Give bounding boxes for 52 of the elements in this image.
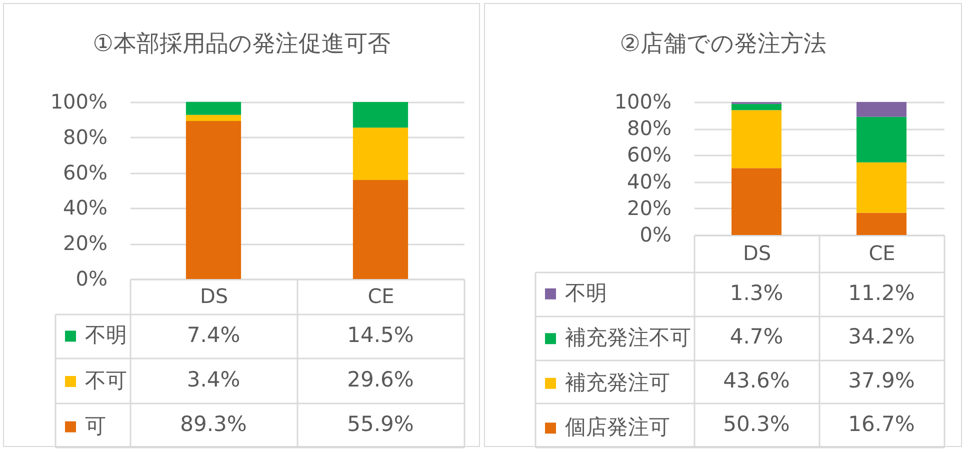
x-tick-label: CE — [368, 284, 394, 308]
y-tick-label: 0% — [76, 266, 108, 290]
legend-label: 可 — [85, 414, 106, 438]
legend-label: 個店発注可 — [565, 415, 670, 440]
bar — [352, 180, 408, 279]
bar — [732, 110, 782, 168]
data-label: 3.4% — [186, 367, 240, 392]
x-tick-label: DS — [742, 241, 772, 265]
y-tick-label: 40% — [627, 169, 672, 194]
y-tick-label: 40% — [63, 196, 108, 220]
bar — [732, 104, 782, 110]
bar — [856, 212, 906, 235]
bar — [186, 102, 242, 115]
y-tick-label: 60% — [627, 142, 672, 167]
x-tick-label: CE — [868, 241, 896, 265]
bar — [186, 120, 242, 279]
bar — [732, 168, 782, 235]
data-label: 50.3% — [723, 412, 790, 436]
y-tick-label: 80% — [627, 116, 672, 140]
data-label: 37.9% — [848, 368, 915, 392]
y-tick-label: 100% — [50, 90, 108, 114]
y-tick-label: 20% — [627, 196, 672, 220]
y-tick-label: 0% — [640, 222, 672, 246]
y-tick-label: 60% — [63, 160, 108, 184]
data-label: 34.2% — [848, 324, 915, 349]
chart-title: ②店舗での発注方法 — [618, 31, 828, 57]
x-tick-label: DS — [200, 284, 228, 308]
data-label: 89.3% — [180, 412, 247, 436]
data-label: 11.2% — [848, 280, 915, 305]
data-label: 7.4% — [186, 323, 240, 348]
data-label: 16.7% — [848, 412, 915, 436]
legend-label: 不可 — [85, 368, 127, 392]
bar — [186, 114, 242, 121]
y-tick-label: 100% — [614, 90, 672, 114]
y-tick-label: 20% — [63, 231, 108, 256]
bar — [352, 102, 408, 128]
bar — [352, 128, 408, 180]
legend-label: 補充発注可 — [565, 370, 670, 394]
data-label: 14.5% — [347, 323, 414, 348]
legend-label: 不明 — [565, 280, 607, 305]
chart-title: ①本部採用品の発注促進可否 — [92, 31, 392, 57]
bar — [856, 162, 906, 213]
data-label: 4.7% — [730, 324, 784, 349]
data-label: 43.6% — [723, 368, 790, 392]
bar — [856, 102, 906, 117]
legend-label: 補充発注不可 — [565, 326, 691, 350]
data-label: 29.6% — [347, 367, 414, 392]
data-label: 55.9% — [347, 412, 414, 436]
bar — [856, 116, 906, 162]
legend-label: 不明 — [85, 323, 127, 348]
data-label: 1.3% — [730, 280, 784, 305]
y-tick-label: 80% — [63, 124, 108, 149]
